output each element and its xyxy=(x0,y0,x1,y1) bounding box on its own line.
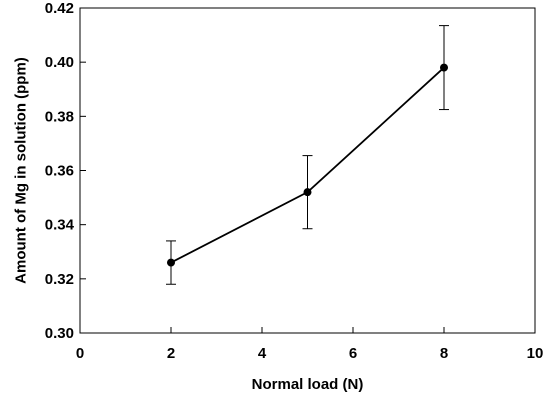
x-tick-label: 8 xyxy=(440,345,448,362)
error-bars xyxy=(166,25,449,285)
data-points xyxy=(167,63,448,267)
y-tick-label: 0.32 xyxy=(45,271,74,288)
data-point xyxy=(303,188,312,197)
x-axis-title: Normal load (N) xyxy=(252,376,364,393)
y-tick-label: 0.36 xyxy=(45,163,74,180)
y-tick-label: 0.30 xyxy=(45,325,74,342)
x-tick-label: 10 xyxy=(527,345,544,362)
data-point xyxy=(440,63,448,72)
y-tick-label: 0.42 xyxy=(45,0,74,17)
x-tick-label: 2 xyxy=(167,345,175,362)
y-tick-label: 0.38 xyxy=(45,108,74,125)
x-tick-label: 6 xyxy=(349,345,357,362)
y-axis-ticks: 0.30 0.32 0.34 0.36 0.38 0.40 0.42 xyxy=(45,0,86,342)
data-point xyxy=(167,258,175,267)
x-axis-ticks: 0 2 4 6 8 10 xyxy=(76,327,544,362)
x-tick-label: 4 xyxy=(258,345,267,362)
y-tick-label: 0.34 xyxy=(45,217,75,234)
y-axis-title: Amount of Mg in solution (ppm) xyxy=(12,57,29,284)
x-tick-label: 0 xyxy=(76,345,84,362)
y-tick-label: 0.40 xyxy=(45,54,74,71)
